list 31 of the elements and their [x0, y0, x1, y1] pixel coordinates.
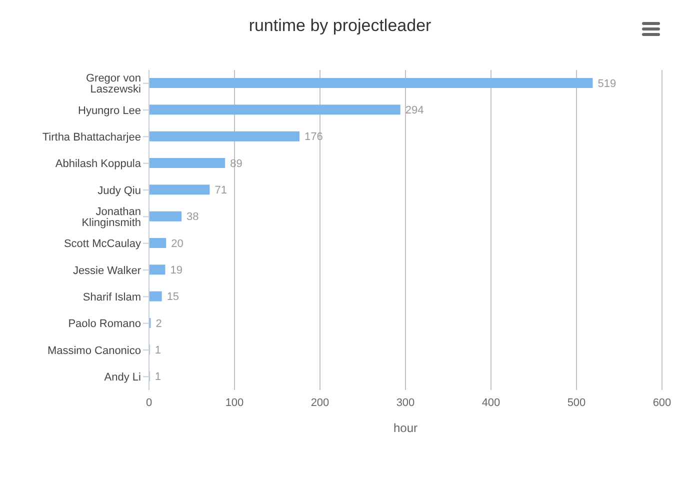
data-label: 20: [171, 238, 184, 250]
y-tick-label: Massimo Canonico: [47, 344, 141, 357]
y-tick-label: Scott McCaulay: [64, 238, 142, 250]
data-label: 71: [214, 184, 227, 197]
y-tick-label: Jonathan Klinginsmith: [82, 206, 141, 230]
x-tick-label: 500: [567, 396, 586, 409]
y-tick-label: Andy Li: [104, 372, 141, 384]
data-label: 1: [154, 344, 161, 357]
x-tick-label: 600: [652, 396, 672, 409]
y-tick-label: Hyungro Lee: [78, 104, 141, 117]
y-tick-label: Sharif Islam: [82, 292, 141, 304]
data-label: 519: [598, 78, 616, 90]
chart-title: runtime by projectleader: [248, 16, 432, 36]
x-tick-label: 0: [146, 396, 152, 409]
y-tick-label: Tirtha Bhattacharjee: [42, 132, 141, 144]
x-axis-title: hour: [393, 421, 418, 435]
data-label: 2: [156, 318, 162, 330]
x-tick-label: 400: [482, 396, 500, 409]
y-tick-label: Gregor von Laszewski: [86, 72, 141, 96]
y-tick-label: Paolo Romano: [68, 318, 141, 330]
data-label: 15: [166, 291, 180, 304]
data-label: 294: [405, 104, 424, 117]
data-label: 1: [154, 371, 161, 384]
x-tick-label: 200: [310, 396, 330, 409]
y-tick-label: Abhilash Koppula: [55, 158, 142, 170]
data-label: 19: [170, 264, 182, 277]
x-tick-label: 300: [396, 396, 415, 409]
y-tick-label: Jessie Walker: [72, 264, 142, 277]
x-tick-label: 100: [225, 396, 244, 409]
y-tick-label: Judy Qiu: [98, 184, 141, 197]
data-label: 38: [186, 211, 199, 224]
